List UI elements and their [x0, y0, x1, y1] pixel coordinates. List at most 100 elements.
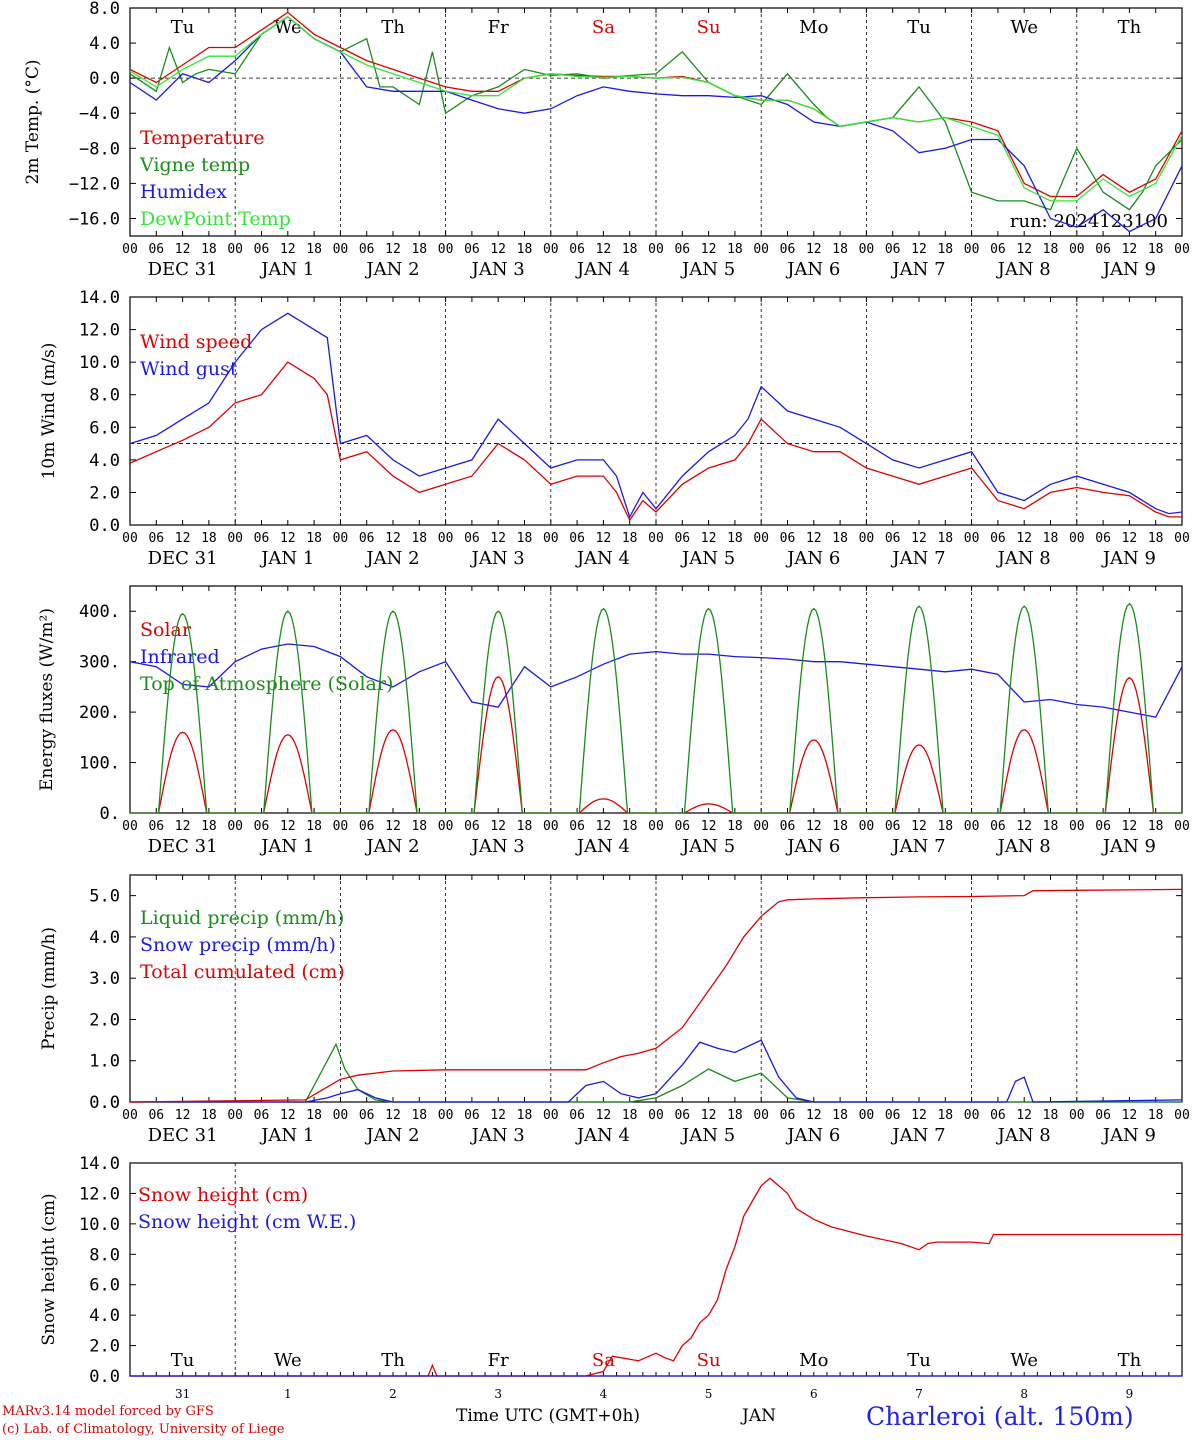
date-label: JAN 2: [364, 548, 419, 569]
legend-entry: Wind gust: [140, 358, 238, 380]
day-of-week-label: Su: [697, 17, 721, 38]
hour-tick-label: 00: [648, 819, 664, 834]
y-tick-label: −16.0: [69, 209, 120, 229]
hour-tick-label: 06: [148, 1108, 164, 1123]
hour-tick-label: 06: [254, 1108, 270, 1123]
hour-tick-label: 00: [227, 1108, 243, 1123]
y-axis-label: Energy fluxes (W/m²): [37, 608, 57, 791]
series-line-snow-precip-mm-h-: [130, 1039, 1183, 1103]
date-label: JAN 8: [996, 1125, 1051, 1146]
y-tick-label: −4.0: [79, 104, 120, 124]
legend-entry: Solar: [140, 619, 192, 641]
hour-tick-label: 00: [648, 242, 664, 257]
day-of-week-label: Mo: [799, 17, 828, 38]
hour-tick-label: 18: [201, 242, 217, 257]
hour-tick-label: 00: [1174, 1108, 1190, 1123]
hour-tick-label: 00: [1174, 531, 1190, 546]
hour-tick-label: 06: [1095, 1108, 1111, 1123]
hour-tick-label: 06: [569, 531, 585, 546]
hour-tick-label: 18: [1148, 531, 1164, 546]
hour-tick-label: 18: [201, 819, 217, 834]
y-tick-label: 1.0: [89, 1052, 120, 1072]
hour-tick-label: 06: [464, 1108, 480, 1123]
hour-tick-label: 12: [1122, 1108, 1138, 1123]
hour-tick-label: 12: [1122, 819, 1138, 834]
hour-tick-label: 12: [1122, 531, 1138, 546]
hour-tick-label: 06: [674, 242, 690, 257]
day-number-label: 6: [810, 1387, 818, 1401]
hour-tick-label: 06: [359, 531, 375, 546]
y-tick-label: 300.: [79, 653, 120, 673]
y-tick-label: 14.0: [79, 1154, 120, 1174]
hour-tick-label: 18: [937, 819, 953, 834]
date-label: JAN 2: [364, 836, 419, 857]
hour-tick-label: 18: [1043, 1108, 1059, 1123]
date-label: JAN 8: [996, 548, 1051, 569]
hour-tick-label: 18: [201, 1108, 217, 1123]
legend-entry: Infrared: [140, 646, 220, 668]
hour-tick-label: 00: [859, 819, 875, 834]
y-tick-label: 10.0: [79, 1215, 120, 1235]
hour-tick-label: 18: [517, 819, 533, 834]
y-tick-label: 6.0: [89, 418, 120, 438]
day-of-week-label: Tu: [171, 1350, 195, 1371]
hour-tick-label: 06: [569, 819, 585, 834]
hour-tick-label: 18: [832, 1108, 848, 1123]
legend-entry: Vigne temp: [139, 154, 250, 176]
y-tick-label: 5.0: [89, 887, 120, 907]
hour-tick-label: 06: [1095, 531, 1111, 546]
y-tick-label: 8.0: [89, 0, 120, 19]
hour-tick-label: 12: [490, 242, 506, 257]
date-label: JAN 1: [259, 1125, 314, 1146]
hour-tick-label: 00: [543, 819, 559, 834]
hour-tick-label: 06: [780, 531, 796, 546]
y-tick-label: 0.0: [89, 1093, 120, 1113]
hour-tick-label: 18: [306, 819, 322, 834]
date-label: JAN 8: [996, 836, 1051, 857]
hour-tick-label: 18: [727, 531, 743, 546]
hour-tick-label: 00: [859, 242, 875, 257]
y-tick-label: 4.0: [89, 928, 120, 948]
model-credit: MARv3.14 model forced by GFS: [2, 1404, 214, 1419]
hour-tick-label: 06: [1095, 819, 1111, 834]
y-tick-label: 4.0: [89, 1306, 120, 1326]
date-label: JAN 7: [890, 548, 945, 569]
hour-tick-label: 06: [674, 531, 690, 546]
hour-tick-label: 12: [806, 819, 822, 834]
day-of-week-label: Th: [1118, 17, 1142, 38]
hour-tick-label: 18: [727, 242, 743, 257]
date-label: JAN 5: [680, 259, 735, 280]
date-label: JAN 7: [890, 259, 945, 280]
hour-tick-label: 00: [122, 1108, 138, 1123]
hour-tick-label: 00: [333, 531, 349, 546]
hour-tick-label: 00: [227, 531, 243, 546]
hour-tick-label: 00: [438, 242, 454, 257]
date-label: JAN 1: [259, 259, 314, 280]
legend-entry: DewPoint Temp: [140, 208, 291, 230]
hour-tick-label: 18: [622, 1108, 638, 1123]
day-of-week-label: Tu: [907, 1350, 931, 1371]
day-of-week-label: Fr: [488, 1350, 509, 1371]
day-of-week-label: Fr: [488, 17, 509, 38]
day-of-week-label: Th: [381, 1350, 405, 1371]
day-number-label: 1: [284, 1387, 292, 1401]
hour-tick-label: 12: [280, 819, 296, 834]
date-label: JAN 3: [470, 259, 525, 280]
y-tick-label: 4.0: [89, 34, 120, 54]
hour-tick-label: 18: [411, 242, 427, 257]
series-line-total-cumulated-cm-: [129, 888, 1183, 1103]
y-tick-label: 2.0: [89, 1337, 120, 1357]
hour-tick-label: 12: [911, 242, 927, 257]
legend-entry: Wind speed: [140, 331, 252, 353]
hour-tick-label: 12: [1016, 819, 1032, 834]
date-label: DEC 31: [148, 836, 218, 857]
hour-tick-label: 06: [254, 531, 270, 546]
series-line-top-of-atmosphere-solar-: [130, 602, 1182, 814]
y-tick-label: 0.: [100, 804, 120, 824]
day-number-label: 8: [1020, 1387, 1028, 1401]
y-tick-label: −8.0: [79, 139, 120, 159]
date-label: JAN 5: [680, 1125, 735, 1146]
hour-tick-label: 00: [1174, 819, 1190, 834]
hour-tick-label: 18: [411, 1108, 427, 1123]
